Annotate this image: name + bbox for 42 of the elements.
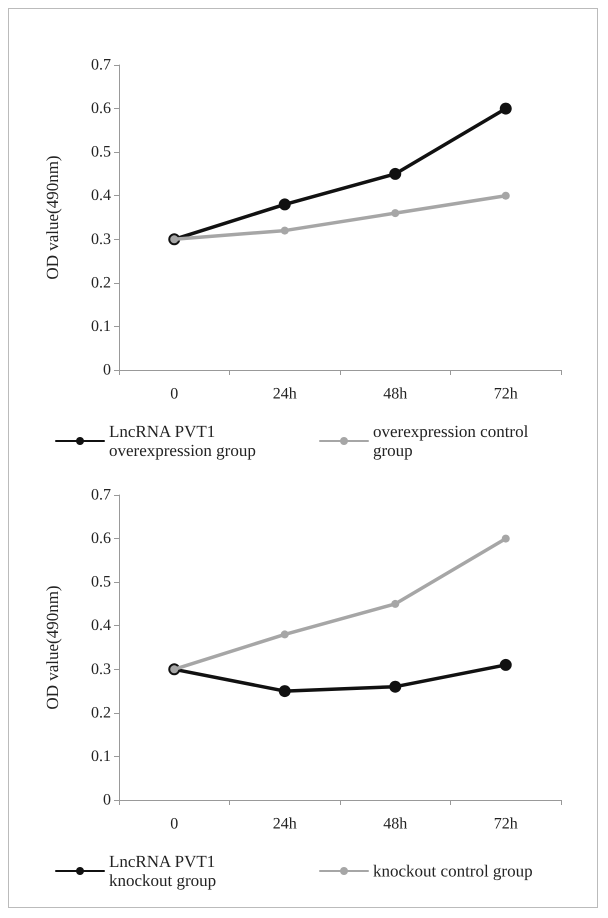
y-tick-label: 0.5 (91, 574, 111, 591)
legend-label: LncRNA PVT1 overexpression group (109, 422, 256, 460)
y-tick-label: 0.2 (91, 704, 111, 722)
point (280, 226, 289, 235)
y-tick-label: 0 (103, 792, 111, 808)
point (278, 198, 291, 210)
point (500, 102, 512, 115)
y-tick-label: 0.7 (91, 56, 111, 74)
legend-label: overexpression control group (373, 422, 533, 460)
point (278, 685, 291, 698)
point (502, 534, 510, 543)
legend-label: knockout control group (373, 862, 533, 880)
x-tick-label: 72h (494, 816, 518, 832)
y-tick-label: 0.6 (91, 530, 111, 548)
y-tick-label: 0.1 (91, 748, 111, 765)
y-tick-label: 0.6 (91, 100, 111, 118)
x-tick-label: 0 (170, 386, 178, 402)
y-tick-label: 0.4 (91, 617, 111, 634)
point (391, 209, 400, 218)
y-tick-label: 0.7 (91, 486, 111, 504)
y-tick-label: 0.5 (91, 144, 111, 161)
point (389, 680, 402, 693)
y-axis-title: OD value(490nm) (43, 585, 62, 710)
x-tick-label: 24h (272, 386, 297, 402)
point (389, 168, 402, 180)
y-tick-label: 0.3 (91, 230, 111, 248)
x-tick-label: 0 (170, 816, 178, 832)
y-tick-label: 0 (103, 362, 111, 378)
x-tick-label: 72h (494, 386, 518, 402)
y-tick-label: 0.4 (91, 187, 111, 204)
y-tick-label: 0.1 (91, 318, 111, 335)
y-axis-title: OD value(490nm) (43, 155, 62, 280)
x-tick-label: 48h (383, 816, 408, 832)
x-tick-label: 24h (272, 816, 297, 832)
point (280, 630, 289, 638)
x-tick-label: 48h (383, 386, 408, 402)
point (391, 600, 400, 608)
y-tick-label: 0.3 (91, 660, 111, 678)
y-tick-label: 0.2 (91, 274, 111, 292)
point (502, 192, 510, 200)
point (500, 658, 512, 671)
legend-label: LncRNA PVT1 knockout group (109, 852, 220, 890)
